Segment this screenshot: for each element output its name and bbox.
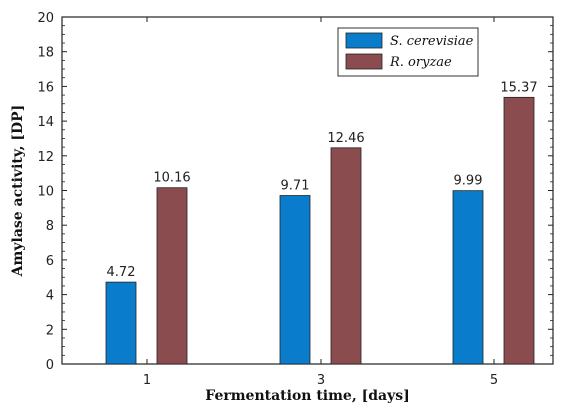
x-axis-title: Fermentation time, [days] (205, 388, 409, 404)
y-tick-label: 6 (46, 254, 54, 269)
y-tick-label: 8 (46, 219, 54, 234)
data-label: 9.71 (281, 179, 310, 194)
legend-swatch-r-oryzae (345, 53, 383, 70)
x-tick-label: 1 (143, 373, 151, 388)
x-tick-label: 5 (490, 373, 498, 388)
data-label: 12.46 (327, 131, 364, 146)
data-label: 4.72 (107, 265, 136, 280)
y-tick-label: 0 (46, 358, 54, 373)
y-tick-label: 10 (37, 185, 54, 200)
legend: S. cerevisiae R. oryzae (337, 27, 479, 77)
y-tick-label: 4 (46, 289, 54, 304)
data-labels: 4.72 9.71 9.99 10.16 12.46 15.37 (107, 80, 538, 280)
bar (105, 281, 137, 365)
bar (503, 96, 535, 365)
bar (279, 195, 311, 365)
x-tick-label: 3 (317, 373, 325, 388)
bar (156, 187, 188, 365)
data-label: 15.37 (500, 80, 537, 95)
y-tick-label: 12 (37, 150, 54, 165)
bar (330, 147, 362, 365)
bars (105, 96, 535, 365)
y-tick-label: 20 (37, 11, 54, 26)
y-tick-label: 16 (37, 80, 54, 95)
y-axis: 0 2 4 6 8 10 12 14 16 18 20 (37, 11, 553, 373)
legend-label-r-oryzae: R. oryzae (389, 55, 452, 70)
y-tick-label: 14 (37, 115, 54, 130)
data-label: 10.16 (153, 171, 190, 186)
bar (452, 190, 484, 365)
legend-label-s-cerevisiae: S. cerevisiae (390, 34, 474, 49)
legend-swatch-s-cerevisiae (345, 32, 383, 49)
x-axis: 1 3 5 (143, 17, 498, 388)
y-tick-label: 18 (37, 46, 54, 61)
y-axis-title: Amylase activity, [DP] (10, 105, 26, 278)
data-label: 9.99 (454, 174, 483, 189)
y-tick-label: 2 (46, 323, 54, 338)
